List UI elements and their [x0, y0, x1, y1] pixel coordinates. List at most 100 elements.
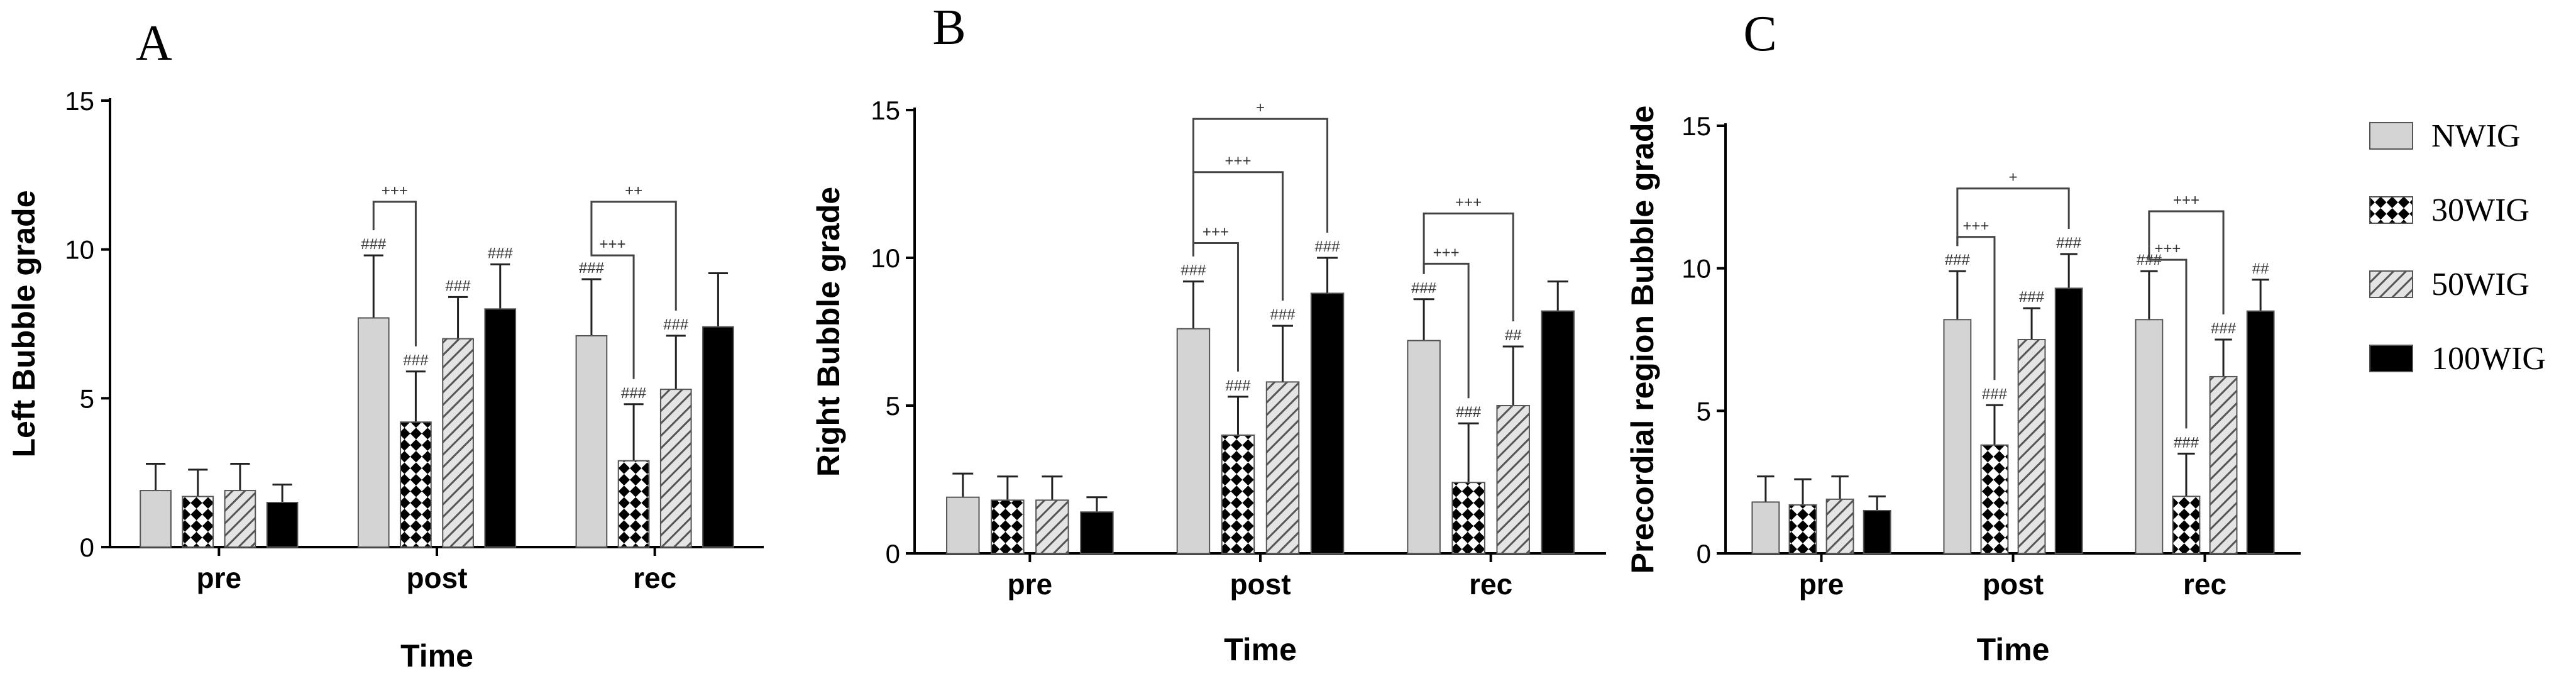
legend-item-nwig: NWIG	[2369, 118, 2521, 154]
bar-50wig-post	[442, 338, 474, 548]
comparison-bracket	[1192, 118, 1329, 257]
bar-50wig-post	[1265, 381, 1300, 555]
y-tick-label: 5	[80, 384, 94, 413]
legend: NWIG 30WIG 50WIG 100WIG	[2369, 118, 2546, 377]
bar-nwig-post	[357, 317, 390, 548]
comparison-label: +++	[1962, 218, 1989, 235]
x-axis-title: Time	[400, 638, 473, 673]
comparison-label: +	[2008, 169, 2017, 186]
significance-label: ###	[488, 245, 514, 262]
significance-label: ###	[1225, 377, 1251, 394]
legend-swatch	[2369, 345, 2413, 372]
x-axis-title: Time	[1977, 632, 2050, 667]
significance-label: ##	[2252, 260, 2269, 277]
y-tick-label: 5	[886, 391, 900, 421]
significance-label: ###	[1270, 306, 1296, 323]
legend-label: NWIG	[2431, 118, 2521, 154]
comparison-label: +++	[1203, 224, 1229, 241]
y-tick-label: 10	[1682, 254, 1711, 284]
comparison-label: +++	[382, 182, 408, 199]
legend-item-100wig: 100WIG	[2369, 341, 2546, 377]
y-tick-label: 15	[871, 96, 900, 125]
bar-30wig-pre	[1788, 504, 1817, 555]
significance-label: ###	[1411, 280, 1437, 297]
comparison-label: +++	[2173, 192, 2199, 209]
significance-label: ###	[1315, 238, 1341, 255]
legend-swatch	[2369, 196, 2413, 224]
y-tick-label: 15	[65, 86, 94, 116]
comparison-label: +++	[1225, 153, 1251, 170]
bar-100wig-rec	[2246, 310, 2275, 554]
bar-30wig-rec	[1451, 482, 1485, 555]
panel-b: B 0 5 10 15 Right Bubble grade Time pre post rec #…	[811, 0, 1606, 667]
bar-30wig-post	[400, 421, 432, 548]
y-tick-label: 0	[1697, 539, 1711, 568]
significance-label: ###	[579, 260, 605, 277]
bar-nwig-post	[1943, 319, 1972, 554]
significance-label: ###	[1181, 262, 1206, 279]
panel-a: A 0 5 10 15 Left Bubble grade Time pre post rec ##…	[6, 16, 764, 673]
bar-100wig-post	[2054, 287, 2083, 554]
significance-label: ###	[2056, 235, 2082, 252]
category-label-post: post	[1983, 568, 2044, 601]
comparison-bracket	[590, 254, 635, 379]
comparison-label: +++	[599, 236, 625, 253]
chart-panels: A 0 5 10 15 Left Bubble grade Time pre post rec ##…	[6, 0, 2301, 673]
comparison-label: ++	[625, 182, 642, 199]
significance-label: ##	[1505, 327, 1522, 344]
comparison-label: +	[1256, 99, 1265, 116]
y-tick-label: 10	[65, 235, 94, 265]
bar-nwig-pre	[946, 496, 980, 555]
legend-label: 50WIG	[2431, 267, 2529, 302]
bar-30wig-rec	[617, 460, 650, 548]
y-axis-title: Left Bubble grade	[6, 190, 41, 457]
bar-50wig-post	[2017, 339, 2046, 554]
bar-30wig-post	[1980, 444, 2009, 554]
bar-30wig-pre	[182, 496, 214, 548]
bar-nwig-rec	[2135, 319, 2164, 554]
bar-100wig-pre	[266, 502, 299, 548]
comparison-bracket	[1956, 187, 2070, 247]
category-label-pre: pre	[1799, 568, 1844, 601]
category-label-pre: pre	[1008, 568, 1053, 601]
comparison-bracket	[1423, 213, 1514, 321]
comparison-bracket	[2148, 210, 2225, 314]
bar-50wig-pre	[1825, 498, 1854, 554]
y-axis-title: Precordial region Bubble grade	[1625, 106, 1660, 574]
panel-letter: A	[136, 16, 172, 71]
significance-label: ###	[361, 236, 387, 253]
category-label-pre: pre	[197, 562, 242, 594]
legend-swatch	[2369, 122, 2413, 150]
y-tick-label: 15	[1682, 111, 1711, 141]
bar-30wig-post	[1221, 435, 1255, 554]
category-label-rec: rec	[633, 562, 676, 594]
comparison-label: +++	[2154, 240, 2181, 257]
bar-nwig-pre	[1751, 501, 1780, 555]
significance-label: ###	[2019, 289, 2045, 306]
bar-nwig-post	[1176, 328, 1211, 554]
y-tick-label: 10	[871, 243, 900, 273]
bar-nwig-rec	[575, 335, 608, 548]
bar-100wig-pre	[1863, 510, 1891, 554]
bar-100wig-post	[1310, 292, 1345, 554]
panel-letter: C	[1743, 6, 1776, 62]
category-label-post: post	[1230, 568, 1291, 601]
bar-50wig-pre	[1035, 499, 1069, 555]
bar-50wig-rec	[659, 389, 692, 548]
bar-50wig-rec	[2209, 375, 2238, 555]
bar-100wig-post	[484, 308, 517, 548]
panel-letter: B	[932, 0, 966, 55]
significance-label: ###	[403, 352, 429, 369]
comparison-bracket	[372, 201, 417, 346]
category-label-rec: rec	[2183, 568, 2226, 601]
y-tick-label: 5	[1697, 396, 1711, 426]
bar-nwig-rec	[1407, 340, 1441, 554]
y-tick-label: 0	[80, 533, 94, 562]
significance-label: ###	[1982, 385, 2008, 402]
x-axis-title: Time	[1224, 632, 1297, 667]
significance-label: ###	[1945, 252, 1971, 269]
y-tick-label: 0	[886, 539, 900, 568]
significance-label: ###	[446, 277, 471, 294]
bar-100wig-pre	[1080, 511, 1114, 555]
